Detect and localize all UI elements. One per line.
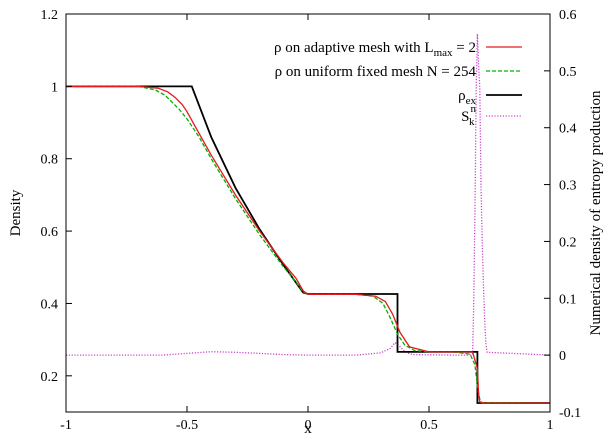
y-tick-label: 1 [51, 80, 58, 95]
x-tick-label: 1 [547, 418, 554, 433]
y2-axis-label: Numerical density of entropy production [588, 90, 604, 335]
y-tick-label: 1.2 [41, 8, 59, 23]
series-line-0 [66, 85, 550, 404]
x-axis-label: x [304, 421, 312, 437]
x-tick-label: -0.5 [176, 418, 198, 433]
x-tick-label: 0 [305, 418, 312, 433]
y2-tick-label: 0.2 [559, 235, 577, 250]
y-tick-label: 0.2 [41, 370, 59, 385]
x-tick-label: -1 [60, 418, 72, 433]
y2-tick-label: 0.5 [559, 65, 577, 80]
y2-tick-label: -0.1 [559, 406, 581, 421]
legend-label-1: ρ on uniform fixed mesh N = 254 [275, 64, 477, 80]
y2-tick-label: 0.3 [559, 179, 577, 194]
series-line-1 [66, 85, 551, 404]
legend: ρ on adaptive mesh with Lmax = 2 ρ on uni… [274, 40, 522, 128]
y2-tick-label: 0.6 [559, 8, 577, 23]
y2-tick-label: 0.1 [559, 292, 577, 307]
series-layer [66, 33, 551, 404]
y-tick-label: 0.8 [41, 153, 59, 168]
y2-tick-label: 0 [559, 349, 566, 364]
legend-label-3: Sn k [461, 103, 476, 128]
y-tick-label: 0.4 [41, 297, 59, 312]
y-tick-label: 0.6 [41, 225, 59, 240]
legend-label-0: ρ on adaptive mesh with Lmax = 2 [274, 40, 476, 59]
series-line-3 [66, 33, 551, 356]
x-tick-label: 0.5 [420, 418, 438, 433]
tick-layer: -1 -0.5 0 0.5 1 0.2 0.4 0.6 0.8 1 1.2 -0.1 0 0.1 0.2 0.… [41, 8, 582, 433]
y-axis-label: Density [8, 189, 24, 236]
series-line-2 [66, 85, 550, 404]
legend-label-2: ρex [458, 88, 476, 107]
y2-tick-label: 0.4 [559, 122, 577, 137]
